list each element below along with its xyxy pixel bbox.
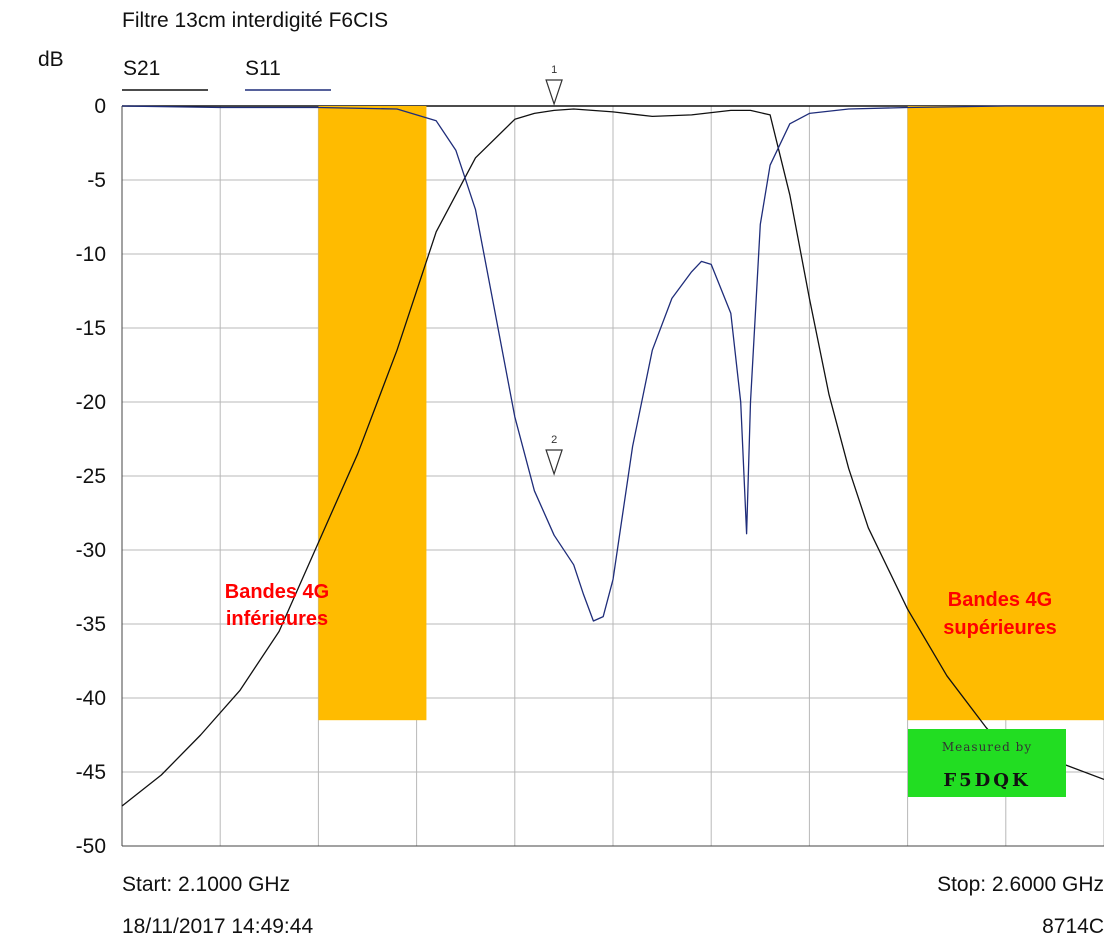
- legend-label-s11: S11: [245, 57, 281, 80]
- series-line-s21: [121, 108, 1104, 807]
- stamp-line1: Measured by: [942, 740, 1032, 754]
- y-axis-label: dB: [38, 48, 64, 71]
- start-frequency: Start: 2.1000 GHz: [122, 873, 290, 896]
- y-tick-label: -40: [76, 687, 106, 710]
- instrument-model: 8714C: [1042, 915, 1104, 938]
- series-lines: [121, 105, 1104, 807]
- y-tick-label: -5: [87, 169, 106, 192]
- y-tick-label: -50: [76, 835, 106, 858]
- y-tick-label: -20: [76, 391, 106, 414]
- band-low: [318, 106, 427, 721]
- band-labels: Bandes 4G inférieures Bandes 4G supérieu…: [225, 581, 1057, 639]
- stop-frequency: Stop: 2.6000 GHz: [937, 873, 1104, 896]
- y-tick-label: 0: [94, 95, 106, 118]
- y-tick-label: -10: [76, 243, 106, 266]
- y-tick-label: -30: [76, 539, 106, 562]
- markers: 12: [545, 64, 563, 476]
- y-tick-label: -45: [76, 761, 106, 784]
- marker-2-triangle: [545, 449, 563, 476]
- y-axis-ticks: 0 -5 -10 -15 -20 -25 -30 -35 -40 -45 -50: [76, 95, 106, 858]
- band-high: [907, 106, 1104, 721]
- chart-title: Filtre 13cm interdigité F6CIS: [122, 9, 388, 32]
- y-tick-label: -35: [76, 613, 106, 636]
- series-line-s11: [121, 105, 1104, 622]
- band-label-high-line1: Bandes 4G: [948, 589, 1052, 611]
- measured-by-stamp: Measured by F5DQK: [908, 729, 1066, 797]
- marker-2-label: 2: [551, 434, 557, 446]
- band-label-low-line2: inférieures: [226, 608, 328, 630]
- marker-1-label: 1: [551, 64, 557, 76]
- band-label-high-line2: supérieures: [943, 617, 1056, 639]
- timestamp: 18/11/2017 14:49:44: [122, 915, 313, 938]
- marker-1-triangle: [545, 79, 563, 106]
- y-tick-label: -25: [76, 465, 106, 488]
- frequency-bands: [318, 106, 1104, 721]
- stamp-background: [908, 729, 1066, 797]
- stamp-line2: F5DQK: [943, 770, 1030, 791]
- legend: S21 S11: [122, 57, 331, 91]
- y-tick-label: -15: [76, 317, 106, 340]
- band-label-low-line1: Bandes 4G: [225, 581, 329, 603]
- legend-label-s21: S21: [123, 57, 160, 80]
